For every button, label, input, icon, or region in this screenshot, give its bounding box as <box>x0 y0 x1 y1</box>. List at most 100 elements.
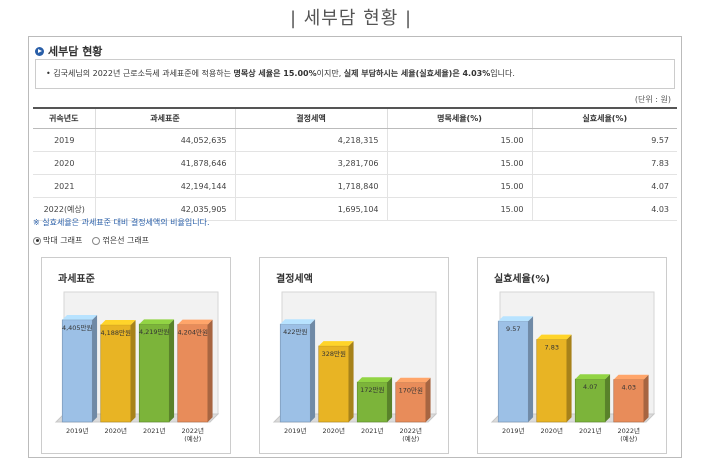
cell-determined-tax: 1,695,104 <box>234 197 387 221</box>
chart-title: 실효세율(%) <box>494 274 550 285</box>
cell-effective-rate: 4.03 <box>531 197 677 221</box>
effective-rate-note: ※ 실효세율은 과세표준 대비 결정세액의 비율입니다. <box>33 218 210 227</box>
cell-tax-base: 44,052,635 <box>94 128 235 152</box>
radio-line-graph[interactable]: 꺾은선 그래프 <box>92 235 149 246</box>
cell-year: 2021 <box>33 174 95 198</box>
bar <box>574 374 611 423</box>
radio-bar-graph[interactable]: 막대 그래프 <box>33 235 82 246</box>
info-effective-rate: 실제 부담하시는 세율(실효세율)은 4.03% <box>343 69 491 78</box>
col-header-nominal-rate: 명목세율(%) <box>386 107 532 129</box>
bar-side <box>425 377 431 422</box>
chart-determined-tax: 결정세액 422만원 2019년 328만원 2020년 172만원 2021년 170만원… <box>259 257 449 454</box>
radio-selected-icon[interactable] <box>33 236 41 245</box>
bar-data-label: 4,204만원 <box>177 327 208 336</box>
chart-svg: 4,405만원 2019년 4,188만원 2020년 4,219만원 2021년 4,20… <box>54 291 220 443</box>
x-tick-label: 2020년 <box>540 426 563 435</box>
bar-front <box>279 323 311 423</box>
bar-top <box>318 341 354 346</box>
x-tick-label: 2022년 <box>181 426 204 435</box>
bar <box>100 320 136 423</box>
chart-svg: 422만원 2019년 328만원 2020년 172만원 2021년 170만원 2022년… <box>272 291 438 443</box>
bar <box>318 341 354 423</box>
bar-front <box>536 339 568 423</box>
cell-nominal-rate: 15.00 <box>386 197 532 221</box>
tax-table: 귀속년도 과세표준 결정세액 명목세율(%) 실효세율(%) 2019 44,0… <box>33 107 677 221</box>
bar <box>177 319 213 423</box>
table-header-row: 귀속년도 과세표준 결정세액 명목세율(%) 실효세율(%) <box>33 107 677 129</box>
bar-front <box>138 323 170 423</box>
bar-top <box>498 316 534 322</box>
x-tick-label: 2022년 <box>399 426 422 435</box>
bar-side <box>566 334 572 422</box>
bar-data-label: 172만원 <box>360 385 384 394</box>
cell-nominal-rate: 15.00 <box>386 128 532 152</box>
cell-determined-tax: 4,218,315 <box>234 128 387 152</box>
x-tick-label: 2020년 <box>104 426 127 435</box>
table-row: 2021 42,194,144 1,718,840 15.00 4.07 <box>33 174 677 198</box>
info-suffix: 입니다. <box>490 69 515 78</box>
bar-front <box>177 324 209 423</box>
bar <box>497 316 534 423</box>
x-tick-label: 2021년 <box>361 426 384 435</box>
bar-side <box>310 319 316 422</box>
bar-side <box>92 315 98 422</box>
bullet-arrow-icon <box>35 46 44 56</box>
graph-type-radios: 막대 그래프 꺾은선 그래프 <box>33 235 155 246</box>
cell-year: 2022(예상) <box>33 197 95 221</box>
bar-side <box>207 319 213 422</box>
bar-top <box>100 320 136 325</box>
info-nominal-rate: 명목상 세율은 15.00% <box>233 69 317 78</box>
cell-tax-base: 42,035,905 <box>94 197 235 221</box>
chart-title: 결정세액 <box>276 274 313 285</box>
bar-top <box>395 377 431 383</box>
cell-determined-tax: 1,718,840 <box>234 174 387 198</box>
bar-data-label: 7.83 <box>545 343 559 351</box>
col-header-year: 귀속년도 <box>33 107 95 129</box>
bar <box>138 319 175 423</box>
cell-effective-rate: 7.83 <box>531 151 677 175</box>
bar-side <box>348 341 354 422</box>
col-header-determined-tax: 결정세액 <box>234 107 387 129</box>
bar-data-label: 170만원 <box>399 386 423 395</box>
cell-nominal-rate: 15.00 <box>386 151 532 175</box>
bar-side <box>387 377 393 422</box>
chart-svg: 9.57 2019년 7.83 2020년 4.07 2021년 4.03 2022년(예상) <box>490 291 656 443</box>
bar-side <box>130 320 136 422</box>
bar-side <box>605 374 611 422</box>
col-header-tax-base: 과세표준 <box>94 107 235 129</box>
x-tick-label: 2020년 <box>322 426 345 435</box>
cell-effective-rate: 9.57 <box>531 128 677 152</box>
unit-label: (단위 : 원) <box>634 95 671 104</box>
bar-data-label: 9.57 <box>506 325 520 333</box>
section-header: 세부담 현황 <box>35 43 102 59</box>
bar-top <box>613 374 649 380</box>
bar-data-label: 4,188만원 <box>100 328 131 337</box>
x-tick-label: 2021년 <box>579 426 602 435</box>
radio-unselected-icon[interactable] <box>92 236 101 245</box>
info-box: • 김국세님의 2022년 근로소득세 과세표준에 적용하는 명목상 세율은 1… <box>35 59 675 89</box>
bar <box>395 377 431 423</box>
cell-year: 2020 <box>33 151 95 175</box>
bar-side <box>643 374 649 422</box>
cell-tax-base: 42,194,144 <box>94 174 235 198</box>
bar-front <box>497 320 529 423</box>
section-title: 세부담 현황 <box>48 45 103 58</box>
bar-top <box>62 315 98 320</box>
cell-tax-base: 41,878,646 <box>94 151 235 175</box>
bar-data-label: 4.07 <box>583 383 597 391</box>
chart-effective-rate: 실효세율(%) 9.57 2019년 7.83 2020년 4.07 2021년 4.03 2… <box>477 257 667 454</box>
bar-top <box>357 377 393 383</box>
bar-front <box>356 381 388 423</box>
cell-year: 2019 <box>33 128 95 152</box>
info-mid: 이지만, <box>316 69 344 78</box>
bar-top <box>536 334 572 340</box>
bar <box>279 319 316 423</box>
bar-side <box>528 316 534 422</box>
chart-title: 과세표준 <box>58 274 95 285</box>
bar <box>536 334 572 423</box>
bar <box>356 377 393 423</box>
x-tick-label: 2019년 <box>284 426 307 435</box>
bar-front <box>100 324 132 423</box>
x-tick-label: 2019년 <box>502 426 525 435</box>
table-row: 2020 41,878,646 3,281,706 15.00 7.83 <box>33 151 677 175</box>
